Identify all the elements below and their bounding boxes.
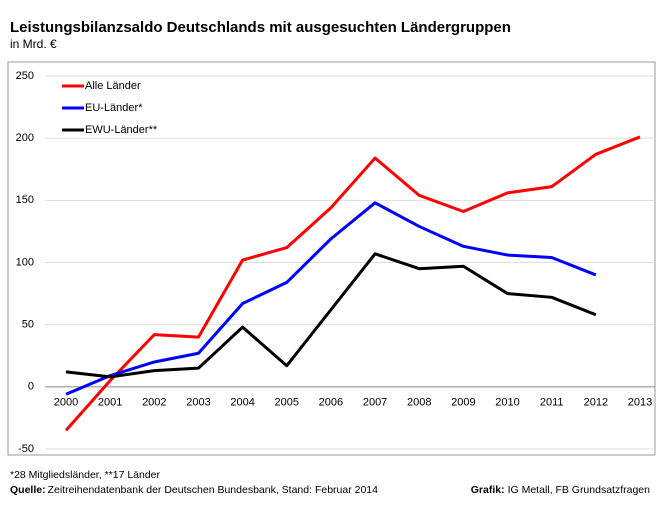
x-tick-label: 2001 bbox=[98, 397, 122, 409]
x-tick-label: 2008 bbox=[407, 397, 431, 409]
y-tick-label: 250 bbox=[16, 70, 34, 82]
x-tick-label: 2012 bbox=[584, 397, 608, 409]
x-tick-label: 2005 bbox=[275, 397, 299, 409]
chart-subtitle: in Mrd. € bbox=[10, 37, 57, 51]
x-tick-label: 2009 bbox=[451, 397, 475, 409]
credit: Grafik: IG Metall, FB Grundsatzfragen bbox=[471, 484, 650, 496]
x-tick-label: 2011 bbox=[540, 397, 564, 409]
legend-label: EWU-Länder** bbox=[85, 124, 158, 136]
footnote: *28 Mitgliedsländer, **17 Länder bbox=[10, 469, 161, 481]
x-tick-label: 2003 bbox=[186, 397, 210, 409]
credit-text: IG Metall, FB Grundsatzfragen bbox=[508, 484, 651, 496]
x-tick-label: 2002 bbox=[142, 397, 166, 409]
series-line bbox=[64, 135, 641, 432]
plot-frame bbox=[7, 61, 656, 456]
source-label: Quelle: bbox=[10, 484, 46, 496]
x-tick-label: 2007 bbox=[363, 397, 387, 409]
x-tick-label: 2013 bbox=[628, 397, 652, 409]
x-tick-label: 2000 bbox=[54, 397, 78, 409]
source: Quelle: Zeitreihendatenbank der Deutschen… bbox=[10, 484, 378, 496]
source-text: Zeitreihendatenbank der Deutschen Bundes… bbox=[48, 484, 379, 496]
series-line bbox=[65, 252, 597, 379]
x-tick-label: 2004 bbox=[230, 397, 254, 409]
y-tick-label: -50 bbox=[18, 443, 34, 455]
y-tick-label: 50 bbox=[22, 319, 34, 331]
y-tick-label: 200 bbox=[16, 132, 34, 144]
y-tick-label: 0 bbox=[28, 381, 34, 393]
x-tick-label: 2010 bbox=[495, 397, 519, 409]
x-tick-label: 2006 bbox=[319, 397, 343, 409]
series-line bbox=[65, 201, 597, 396]
chart-title: Leistungsbilanzsaldo Deutschlands mit au… bbox=[10, 19, 511, 36]
legend-label: EU-Länder* bbox=[85, 102, 143, 114]
y-tick-label: 150 bbox=[16, 194, 34, 206]
credit-label: Grafik: bbox=[471, 484, 505, 496]
y-tick-label: 100 bbox=[16, 256, 34, 268]
legend-label: Alle Länder bbox=[85, 80, 141, 92]
